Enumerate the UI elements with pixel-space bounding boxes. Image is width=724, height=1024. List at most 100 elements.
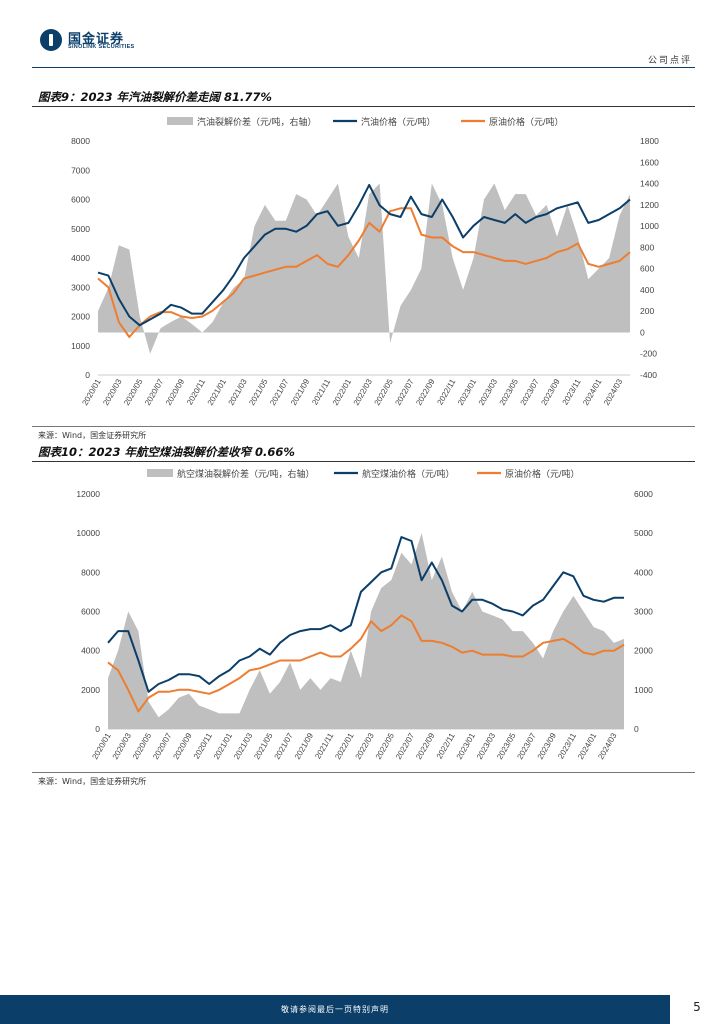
spread-area [108, 533, 624, 729]
x-axis-tick: 2024/03 [596, 731, 619, 761]
figure-9-title: 图表9：2023 年汽油裂解价差走阔 81.77% [38, 90, 272, 104]
left-axis-tick: 2000 [71, 312, 90, 322]
figure-10-bottom-rule [32, 772, 695, 773]
left-axis-tick: 12000 [76, 489, 100, 499]
product-price-line [107, 536, 624, 693]
legend-swatch-spread [167, 117, 193, 125]
x-axis-tick: 2023/07 [519, 377, 542, 407]
right-axis-tick: 5000 [634, 528, 653, 538]
left-axis-tick: 7000 [71, 165, 90, 175]
x-axis-tick: 2023/05 [498, 377, 521, 407]
spread-area [98, 183, 630, 354]
right-axis-tick: -400 [640, 370, 657, 380]
x-axis-tick: 2023/01 [456, 377, 479, 407]
right-axis-tick: 600 [640, 264, 654, 274]
x-axis-tick: 2022/07 [393, 377, 416, 407]
legend-label-crude: 原油价格（元/吨） [505, 468, 580, 479]
x-axis-tick: 2020/09 [171, 731, 194, 761]
right-axis-tick: 400 [640, 285, 654, 295]
figure-9-source: 来源：Wind，国金证券研究所 [38, 431, 147, 440]
x-axis-tick: 2022/11 [435, 377, 457, 407]
header-divider [32, 67, 695, 68]
footer-bar [0, 995, 724, 1024]
gasoline-crack-spread-chart: 汽油裂解价差（元/吨，右轴） 汽油价格（元/吨） 原油价格（元/吨） 0 1000 200… [71, 116, 659, 407]
x-axis-tick: 2022/05 [373, 377, 396, 407]
footer-disclaimer: 敬请参阅最后一页特别声明 [281, 1005, 389, 1014]
right-axis-tick: 800 [640, 242, 654, 252]
legend-label-crude: 原油价格（元/吨） [489, 116, 564, 127]
right-axis-tick: -200 [640, 349, 657, 359]
crude-price-line [97, 207, 631, 338]
right-axis-tick: 6000 [634, 489, 653, 499]
right-axis-tick: 200 [640, 306, 654, 316]
page-number-box [670, 995, 724, 1024]
x-axis-tick: 2023/03 [477, 377, 500, 407]
logo-chinese-text: 国金证券 [68, 32, 125, 47]
x-axis-tick: 2020/01 [80, 377, 103, 407]
right-axis-tick: 1200 [640, 200, 659, 210]
left-axis-tick: 0 [85, 370, 90, 380]
x-axis-tick: 2021/09 [289, 377, 312, 407]
left-axis-tick: 5000 [71, 224, 90, 234]
x-axis-tick: 2022/03 [352, 377, 375, 407]
sinolink-logo-icon [40, 29, 62, 51]
x-axis-tick: 2021/11 [310, 377, 332, 407]
x-axis-tick: 2020/03 [101, 377, 124, 407]
x-axis-tick: 2023/11 [561, 377, 583, 407]
x-axis-tick: 2023/09 [536, 731, 559, 761]
left-axis-tick: 2000 [81, 685, 100, 695]
x-axis-tick: 2021/07 [268, 377, 291, 407]
right-axis-tick: 1000 [634, 685, 653, 695]
x-axis-tick: 2021/03 [227, 377, 250, 407]
x-axis-tick: 2021/11 [313, 731, 335, 761]
crude-price-line [107, 614, 625, 713]
jet-fuel-crack-spread-chart: 航空煤油裂解价差（元/吨，右轴） 航空煤油价格（元/吨） 原油价格（元/吨） 0 200… [76, 468, 653, 761]
x-axis-tick: 2023/09 [539, 377, 562, 407]
legend-label-spread: 汽油裂解价差（元/吨，右轴） [197, 116, 317, 127]
left-axis-tick: 3000 [71, 282, 90, 292]
right-axis-tick: 0 [634, 724, 639, 734]
x-axis-tick: 2024/01 [581, 377, 604, 407]
left-axis-tick: 1000 [71, 341, 90, 351]
figure-9-bottom-rule [32, 426, 695, 427]
right-axis-tick: 1600 [640, 157, 659, 167]
x-axis-tick: 2020/09 [164, 377, 187, 407]
x-axis-tick: 2022/11 [435, 731, 457, 761]
figure-9-top-rule [32, 106, 695, 107]
left-axis-tick: 4000 [81, 646, 100, 656]
x-axis-tick: 2023/11 [556, 731, 578, 761]
figure-10-source: 来源：Wind，国金证券研究所 [38, 777, 147, 786]
product-price-line [97, 183, 631, 327]
figure-10-title: 图表10：2023 年航空煤油裂解价差收窄 0.66% [38, 445, 295, 459]
report-header: 国金证券 SINOLINK SECURITIES 公司点评 [0, 0, 724, 70]
legend-label-spread: 航空煤油裂解价差（元/吨，右轴） [177, 468, 315, 479]
x-axis-tick: 2022/09 [414, 377, 437, 407]
left-axis-tick: 10000 [76, 528, 100, 538]
left-axis-tick: 4000 [71, 253, 90, 263]
right-axis-tick: 4000 [634, 567, 653, 577]
document-type: 公司点评 [647, 56, 692, 66]
x-axis-tick: 2021/01 [206, 377, 229, 407]
x-axis-tick: 2021/05 [247, 377, 270, 407]
right-axis-tick: 1800 [640, 136, 659, 146]
x-axis-tick: 2020/07 [143, 377, 166, 407]
x-axis-tick: 2020/05 [122, 377, 145, 407]
left-axis-tick: 8000 [81, 567, 100, 577]
right-axis-tick: 1400 [640, 179, 659, 189]
right-axis-tick: 2000 [634, 646, 653, 656]
x-axis-tick: 2022/09 [414, 731, 437, 761]
page-number: 5 [693, 1000, 701, 1014]
legend-label-product: 汽油价格（元/吨） [361, 116, 436, 127]
left-axis-tick: 8000 [71, 136, 90, 146]
figure-10-top-rule [32, 461, 695, 462]
legend-label-product: 航空煤油价格（元/吨） [362, 468, 455, 479]
left-axis-tick: 0 [95, 724, 100, 734]
x-axis-tick: 2020/11 [192, 731, 214, 761]
right-axis-tick: 3000 [634, 607, 653, 617]
x-axis-tick: 2020/11 [185, 377, 207, 407]
x-axis-tick: 2022/01 [331, 377, 354, 407]
right-axis-tick: 1000 [640, 221, 659, 231]
left-axis-tick: 6000 [81, 607, 100, 617]
x-axis-tick: 2021/09 [293, 731, 316, 761]
legend-swatch-spread [147, 469, 173, 477]
